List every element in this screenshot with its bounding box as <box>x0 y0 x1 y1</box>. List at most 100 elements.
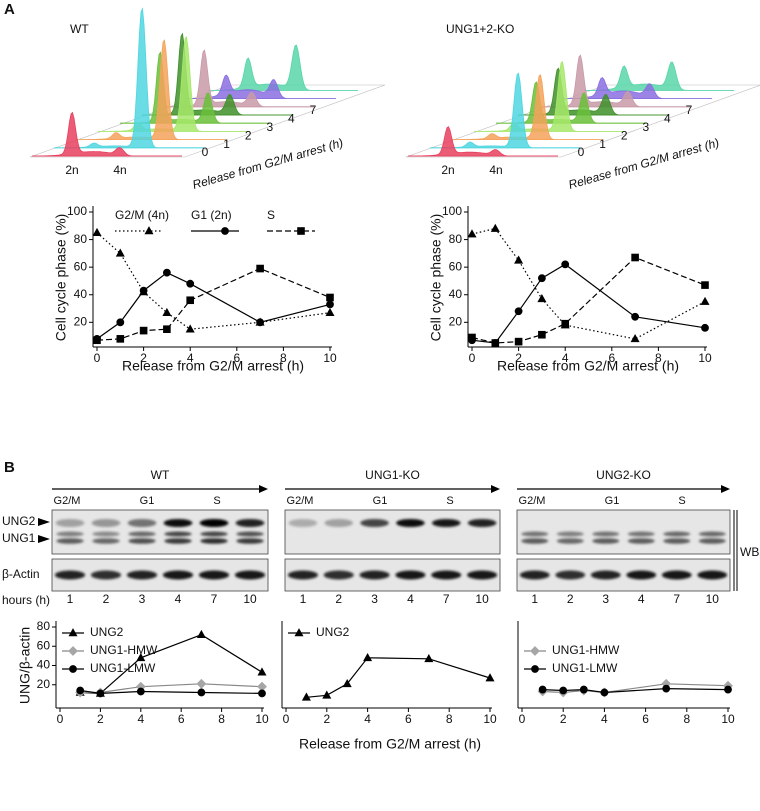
y-tick-label: 60 <box>37 638 51 652</box>
band <box>56 531 84 537</box>
marker <box>485 673 495 682</box>
marker <box>538 274 546 283</box>
x-tick-label: 10 <box>255 712 269 726</box>
marker <box>537 294 547 303</box>
legend-label: UNG1-LMW <box>552 661 618 675</box>
band <box>663 538 691 544</box>
lane-label: 10 <box>243 592 257 606</box>
x-tick-label: 2 <box>140 351 147 365</box>
marker <box>342 678 352 688</box>
band <box>236 538 264 544</box>
legend-label: UNG1-HMW <box>552 643 620 657</box>
marker <box>559 686 568 695</box>
lane-label: 1 <box>531 592 538 606</box>
time-label: 2 <box>245 128 252 142</box>
y-tick-label: 40 <box>449 287 463 301</box>
legend-label: UNG2 <box>316 625 350 639</box>
x-axis-label: Release from G2/M arrest (h) <box>299 736 481 752</box>
y-tick-label: 20 <box>74 314 88 328</box>
marker <box>514 337 523 346</box>
row-label: UNG2 <box>2 514 36 528</box>
marker <box>256 264 264 273</box>
time-label: 4 <box>664 112 671 126</box>
band <box>287 570 318 580</box>
time-label: 7 <box>310 103 317 117</box>
marker <box>538 330 546 339</box>
marker <box>490 223 500 232</box>
phase-label: G2/M <box>287 495 314 507</box>
lane-label: 7 <box>443 592 450 606</box>
blot-membrane <box>516 509 731 555</box>
series-line <box>306 657 491 698</box>
method-label: WB <box>740 545 759 559</box>
marker <box>514 307 523 316</box>
series-line <box>471 263 706 344</box>
band <box>323 570 354 580</box>
lane-label: 3 <box>602 592 609 606</box>
time-label: 3 <box>642 120 649 134</box>
lane-axis-label: hours (h) <box>2 593 50 607</box>
lane-label: 1 <box>300 592 307 606</box>
marker <box>631 253 639 262</box>
band <box>126 570 158 580</box>
lane-label: 7 <box>673 592 680 606</box>
series-line <box>471 256 706 344</box>
y-tick-label: 20 <box>37 677 51 691</box>
lane-label: 4 <box>638 592 645 606</box>
histogram-axis-label: Release from G2/M arrest (h) <box>191 135 345 191</box>
y-axis-label: UNG/β-actin <box>17 627 33 704</box>
band <box>288 519 318 527</box>
histogram-axis-label: Release from G2/M arrest (h) <box>567 135 721 191</box>
lane-label: 1 <box>67 592 74 606</box>
x-tick-label: 6 <box>178 712 185 726</box>
y-tick-label: 60 <box>449 259 463 273</box>
x-tick-label: 0 <box>94 351 101 365</box>
time-label: 4 <box>288 112 295 126</box>
ploidy-label: 2n <box>65 163 78 177</box>
marker <box>424 653 434 663</box>
histogram-title: UNG1+2-KO <box>446 22 514 36</box>
band <box>555 570 586 580</box>
band <box>164 531 192 537</box>
band <box>128 538 156 544</box>
legend-label: UNG2 <box>90 625 124 639</box>
lane-label: 2 <box>335 592 342 606</box>
x-tick-label: 2 <box>560 712 567 726</box>
y-tick-label: 80 <box>37 619 51 633</box>
series-line <box>96 267 331 341</box>
marker <box>196 629 206 639</box>
band <box>54 570 86 580</box>
marker <box>136 652 146 662</box>
band <box>163 519 193 527</box>
phase-label: G2/M <box>519 495 546 507</box>
phase-label: G1 <box>373 495 388 507</box>
marker <box>116 335 125 343</box>
arrow-head <box>491 485 500 493</box>
legend-label: UNG1-HMW <box>90 643 158 657</box>
band <box>199 519 229 527</box>
x-tick-label: 6 <box>642 712 649 726</box>
band <box>590 570 621 580</box>
x-tick-label: 6 <box>405 712 412 726</box>
marker <box>186 296 194 305</box>
lane-label: 3 <box>371 592 378 606</box>
marker <box>579 685 588 694</box>
x-tick-label: 0 <box>469 351 476 365</box>
y-axis-label: Cell cycle phase (%) <box>428 214 444 342</box>
blot-title: UNG1-KO <box>365 468 420 482</box>
series-line <box>80 683 263 694</box>
marker <box>363 652 373 662</box>
marker <box>322 690 332 699</box>
marker <box>724 685 732 694</box>
blot-title: WT <box>151 468 170 482</box>
band <box>661 570 692 580</box>
x-tick-label: 0 <box>519 712 526 726</box>
x-tick-label: 8 <box>218 712 225 726</box>
y-axis-label: Cell cycle phase (%) <box>53 214 69 342</box>
legend-label: G2/M (4n) <box>115 208 169 222</box>
x-tick-label: 6 <box>608 351 615 365</box>
band <box>324 519 354 527</box>
ploidy-label: 2n <box>441 163 454 177</box>
series-line <box>96 232 331 330</box>
band <box>521 538 549 544</box>
